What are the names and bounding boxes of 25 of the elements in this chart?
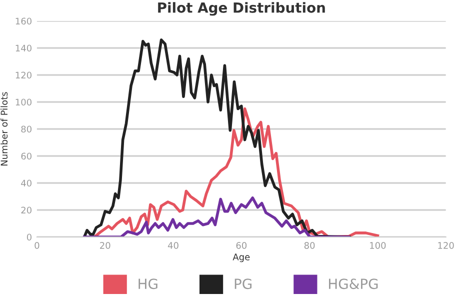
legend-label: PG: [234, 278, 252, 290]
line-series: [82, 196, 350, 237]
y-tick-label: 120: [16, 72, 32, 79]
y-tick-label: 140: [16, 44, 32, 52]
y-tick-label: 80: [21, 126, 32, 133]
chart-title: Pilot Age Distribution: [158, 2, 325, 16]
x-tick-label: 0: [34, 242, 40, 249]
x-tick-label: 20: [100, 242, 110, 249]
line-series: [93, 107, 380, 237]
x-tick-label: 120: [438, 242, 454, 249]
legend-label: HG: [138, 278, 158, 290]
x-tick-label: 40: [168, 242, 178, 249]
y-axis-title: Number of Pilots: [0, 92, 8, 166]
y-tick-label: 20: [21, 206, 32, 214]
x-axis-title: Age: [232, 254, 250, 262]
y-tick-label: 100: [16, 98, 32, 106]
x-tick-label: 80: [304, 242, 315, 249]
y-tick-label: 60: [21, 152, 32, 160]
x-tick-label: 100: [370, 242, 386, 249]
x-tick-label: 60: [236, 242, 247, 249]
y-tick-label: 160: [16, 18, 32, 25]
line-series: [82, 38, 351, 237]
y-tick-label: 40: [21, 180, 32, 187]
y-tick-label: 0: [26, 234, 32, 241]
legend-label: HG&PG: [329, 278, 378, 290]
